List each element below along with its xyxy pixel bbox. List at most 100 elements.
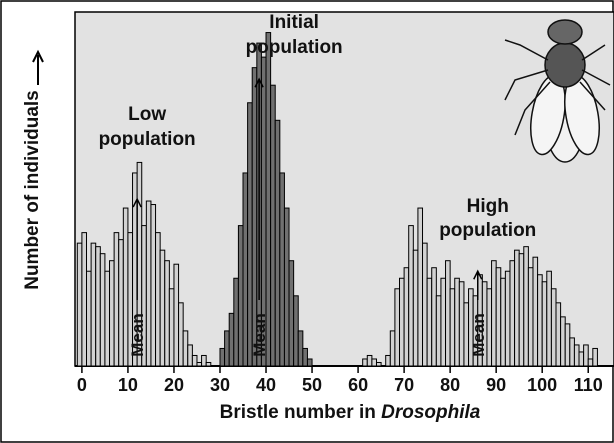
bar <box>588 359 593 366</box>
bar <box>96 247 101 366</box>
x-tick-label: 50 <box>302 375 322 395</box>
bar <box>160 250 165 366</box>
bar <box>441 278 446 366</box>
bar <box>298 331 303 366</box>
bar <box>183 331 188 366</box>
bar <box>418 208 423 366</box>
bar <box>179 303 184 366</box>
bar <box>570 338 575 366</box>
bar <box>192 355 197 366</box>
bar <box>556 303 561 366</box>
bar <box>363 359 368 366</box>
bar <box>280 173 285 366</box>
mean-label-group: Mean <box>128 313 147 356</box>
bar <box>156 233 161 366</box>
x-tick-label: 90 <box>486 375 506 395</box>
bar <box>510 261 515 366</box>
mean-label: Mean <box>128 313 147 356</box>
x-axis-label-italic: Drosophila <box>381 402 481 423</box>
bar <box>284 208 289 366</box>
bar <box>574 345 579 366</box>
bar <box>538 275 543 366</box>
bar <box>206 362 211 366</box>
bar <box>409 226 414 366</box>
bar <box>400 278 405 366</box>
bar <box>519 254 524 366</box>
x-tick-label: 60 <box>348 375 368 395</box>
bar <box>524 247 529 366</box>
x-tick-label: 80 <box>440 375 460 395</box>
mean-label-group: Mean <box>250 313 269 356</box>
bar <box>515 250 520 366</box>
series-label-line: Initial <box>269 12 319 33</box>
bar <box>197 362 202 366</box>
x-tick-label: 10 <box>118 375 138 395</box>
series-label-line: population <box>246 37 343 58</box>
bar <box>188 345 193 366</box>
bar <box>436 296 441 366</box>
x-axis-label-main: Bristle number in <box>220 402 376 423</box>
bar <box>492 261 497 366</box>
bar <box>87 271 92 366</box>
bar <box>505 271 510 366</box>
bar <box>271 85 276 366</box>
bar <box>501 278 506 366</box>
bar <box>455 278 460 366</box>
bar <box>289 261 294 366</box>
bar <box>542 282 547 366</box>
bar <box>243 173 248 366</box>
x-tick-label: 40 <box>256 375 276 395</box>
bar <box>459 282 464 366</box>
bar <box>77 243 82 366</box>
x-tick-label: 20 <box>164 375 184 395</box>
bar <box>275 120 280 366</box>
bar <box>404 268 409 366</box>
bar <box>496 268 501 366</box>
bar <box>593 348 598 366</box>
x-tick-label: 70 <box>394 375 414 395</box>
bar <box>202 355 207 366</box>
x-tick-label: 30 <box>210 375 230 395</box>
bar <box>105 271 110 366</box>
x-tick-label: 110 <box>574 375 603 395</box>
bar <box>551 289 556 366</box>
bar <box>395 289 400 366</box>
series-label-line: population <box>99 129 196 150</box>
mean-label-group: Mean <box>469 313 488 356</box>
bar <box>565 324 570 366</box>
bar <box>229 313 234 366</box>
bar <box>220 348 225 366</box>
bar <box>579 352 584 366</box>
bar <box>427 278 432 366</box>
y-axis-label: Number of individuals <box>22 90 43 290</box>
bar <box>234 278 239 366</box>
bar <box>372 359 377 366</box>
x-axis-label: Bristle number in Drosophila <box>220 402 481 423</box>
bar <box>225 331 230 366</box>
bar <box>114 233 119 366</box>
bar <box>446 261 451 366</box>
bar <box>151 205 156 366</box>
bar <box>294 296 299 366</box>
bar <box>91 243 96 366</box>
bar <box>423 243 428 366</box>
series-label-line: population <box>439 220 536 241</box>
bar <box>174 264 179 366</box>
series-label-line: High <box>467 196 509 217</box>
bar <box>413 250 418 366</box>
bar <box>119 240 124 366</box>
bar <box>547 271 552 366</box>
bar <box>100 254 105 366</box>
bar <box>376 362 381 366</box>
bar <box>432 268 437 366</box>
bar <box>386 355 391 366</box>
mean-label: Mean <box>250 313 269 356</box>
bar <box>561 317 566 366</box>
bar <box>169 289 174 366</box>
x-tick-label: 100 <box>527 375 557 395</box>
bar <box>238 226 243 366</box>
bar <box>584 345 589 366</box>
series-label-line: Low <box>128 104 166 125</box>
bar <box>450 289 455 366</box>
bar <box>307 359 312 366</box>
